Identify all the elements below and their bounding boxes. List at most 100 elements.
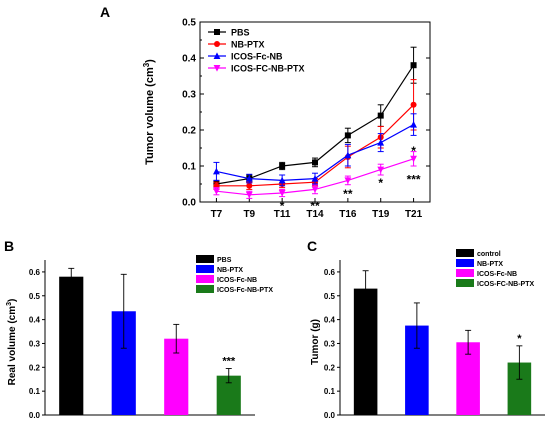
legend-marker-nb-ptx [214, 41, 220, 47]
panel-letter-a: A [100, 4, 110, 20]
data-point-icos-fc-nb [213, 167, 220, 175]
data-point-pbs [344, 132, 351, 139]
panel-a-y-tick-label: 0.1 [182, 162, 196, 173]
data-point-pbs [410, 62, 417, 69]
data-point-pbs [312, 159, 318, 166]
panel-a-legend: PBS NB-PTX ICOS-Fc-NB ICOS-FC-NB-PTX [208, 28, 305, 74]
significance-marker: * [517, 333, 522, 345]
chart-panel-c: 0.0 0.1 0.2 0.3 0.4 0.5 0.6 control NB-PTX ICOS-… [310, 249, 545, 420]
bar-pbs [59, 276, 84, 415]
panel-a-y-tick-label: 0.2 [182, 126, 196, 137]
data-point-nb-ptx [410, 101, 417, 108]
legend-swatch-icos-fc-nb-ptx [456, 279, 474, 287]
legend-swatch-icos-fc-nb [196, 275, 214, 283]
data-point-nb-ptx [246, 182, 253, 189]
significance-marker: * [280, 199, 285, 213]
legend-label-nb-ptx: NB-PTX [231, 40, 265, 50]
panel-c-y-tick-label: 0.2 [324, 363, 336, 372]
chart-panel-b: 0.0 0.1 0.2 0.3 0.4 0.5 0.6 PBS NB-PTX ICOS-Fc-N… [6, 255, 273, 420]
legend-swatch-nb-ptx [196, 265, 214, 273]
significance-marker: ** [310, 199, 320, 213]
data-point-pbs [279, 163, 286, 169]
bar-nb-ptx [405, 325, 429, 415]
chart-panel-a: 0.0 0.1 0.2 0.3 0.4 0.5 T7 T9 T11 T14 T16 T19 T21 PB… [142, 18, 431, 220]
data-point-icos-fc-nb [410, 121, 417, 128]
panel-a-marks [213, 46, 417, 199]
panel-letter-b: B [4, 238, 14, 254]
panel-c-ticks: 0.0 0.1 0.2 0.3 0.4 0.5 0.6 [324, 268, 340, 420]
panel-b-ticks: 0.0 0.1 0.2 0.3 0.4 0.5 0.6 [29, 268, 45, 420]
panel-c-y-axis-label: Tumor (g) [310, 319, 321, 365]
bar-control [353, 288, 378, 415]
panel-c-y-tick-label: 0.5 [324, 292, 336, 301]
data-point-icos-fc-nb-ptx [245, 191, 253, 199]
panel-a-y-axis-label: Tumor volume (cm3) [142, 59, 156, 165]
legend-label-icos-fc-nb-ptx: ICOS-FC-NB-PTX [231, 64, 305, 74]
panel-a-x-tick-label: T7 [211, 209, 223, 220]
panel-a-x-tick-label: T19 [372, 209, 390, 220]
panel-c-y-tick-label: 0.4 [324, 316, 336, 325]
panel-a-y-tick-label: 0.5 [182, 18, 196, 29]
data-point-pbs [377, 112, 384, 119]
panel-c-legend: control NB-PTX ICOS-Fc-NB ICOS-FC-NB-PTX [456, 249, 534, 288]
legend-marker-icos-fc-nb-ptx [213, 65, 221, 72]
significance-marker: * [411, 144, 416, 158]
legend-marker-icos-fc-nb [213, 52, 221, 59]
data-point-icos-fc-nb-ptx [213, 188, 220, 195]
panel-b-y-tick-label: 0.3 [29, 339, 41, 348]
legend-label-pbs: PBS [231, 28, 250, 38]
data-point-icos-fc-nb-ptx [410, 155, 417, 163]
panel-a-x-tick-label: T14 [306, 209, 324, 220]
legend-label-icos-fc-nb: ICOS-Fc-NB [477, 271, 517, 278]
panel-c-y-tick-label: 0.0 [324, 411, 336, 420]
series-line-icos-fc-nb [216, 124, 414, 182]
panel-b-y-tick-label: 0.0 [29, 411, 41, 420]
panel-a-x-tick-label: T11 [274, 209, 291, 220]
data-point-icos-fc-nb-ptx [311, 186, 319, 193]
significance-marker: *** [407, 173, 421, 187]
panel-b-legend: PBS NB-PTX ICOS-Fc-NB ICOS-Fc-NB-PTX [196, 255, 273, 294]
panel-letter-c: C [307, 238, 317, 254]
bar-icos-fc-nb [456, 342, 480, 415]
data-point-icos-fc-nb-ptx [278, 190, 286, 197]
panel-c-y-tick-label: 0.6 [324, 268, 336, 277]
panel-a-x-tick-label: T16 [339, 209, 357, 220]
data-point-icos-fc-nb-ptx [344, 177, 352, 184]
legend-swatch-icos-fc-nb [456, 269, 474, 277]
panel-c-marks [353, 270, 532, 415]
significance-marker: *** [222, 356, 236, 368]
legend-label-control: control [477, 251, 501, 258]
legend-swatch-nb-ptx [456, 259, 474, 267]
panel-a-y-tick-label: 0.4 [182, 54, 196, 65]
legend-swatch-icos-fc-nb-ptx [196, 285, 214, 293]
panel-a-x-tick-label: T21 [405, 209, 423, 220]
legend-label-icos-fc-nb: ICOS-Fc-NB [231, 52, 283, 62]
data-point-icos-fc-nb [311, 175, 319, 182]
panel-b-y-axis-label: Real volume (cm3) [6, 299, 18, 386]
panel-a-y-tick-label: 0.3 [182, 90, 196, 101]
legend-label-nb-ptx: NB-PTX [217, 267, 243, 274]
panel-b-y-tick-label: 0.2 [29, 363, 41, 372]
legend-marker-pbs [214, 29, 220, 35]
bar-icos-fc-nb-ptx [507, 362, 532, 415]
legend-label-icos-fc-nb: ICOS-Fc-NB [217, 277, 257, 284]
legend-swatch-control [456, 249, 474, 257]
panel-b-y-tick-label: 0.6 [29, 268, 41, 277]
panel-a-ticks: 0.0 0.1 0.2 0.3 0.4 0.5 T7 T9 T11 T14 T16 T19 T21 [182, 18, 430, 220]
legend-swatch-pbs [196, 255, 214, 263]
panel-b-marks [59, 267, 241, 415]
legend-label-icos-fc-nb-ptx: ICOS-Fc-NB-PTX [217, 287, 273, 294]
panel-a-y-tick-label: 0.0 [182, 198, 196, 209]
data-point-icos-fc-nb [377, 139, 385, 146]
panel-a-annotations: * ********* [280, 144, 421, 213]
data-point-icos-fc-nb-ptx [377, 166, 385, 174]
panel-c-y-tick-label: 0.3 [324, 339, 336, 348]
legend-label-pbs: PBS [217, 257, 232, 264]
data-point-icos-fc-nb [278, 176, 286, 184]
legend-label-icos-fc-nb-ptx: ICOS-FC-NB-PTX [477, 281, 534, 288]
panel-c-annotations: * [517, 333, 522, 345]
data-point-icos-fc-nb [344, 151, 352, 159]
data-point-icos-fc-nb [245, 175, 253, 182]
panel-c-y-tick-label: 0.1 [324, 387, 336, 396]
